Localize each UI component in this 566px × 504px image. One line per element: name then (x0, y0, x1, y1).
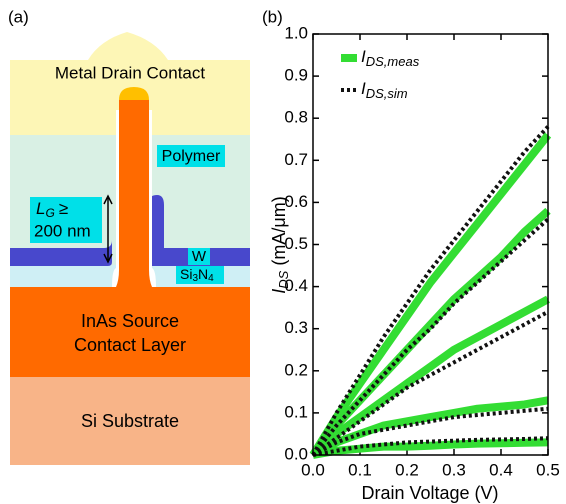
legend-subscript: DS,sim (366, 86, 408, 101)
gl-sub: G (45, 206, 54, 220)
source-label: InAs Source (81, 311, 179, 331)
spacer-part: 4 (208, 273, 214, 284)
y-tick-label: 0.4 (284, 276, 308, 295)
y-tick-label: 0.8 (284, 108, 308, 127)
chart: (b) Drain Voltage (V) IDS(mA/μm) 0.00.10… (262, 7, 560, 502)
y-tick-label: 0.3 (284, 318, 308, 337)
data-line (313, 312, 548, 455)
nanowire (116, 100, 152, 287)
panel-label: (a) (8, 7, 29, 26)
x-tick-label: 0.5 (536, 460, 560, 479)
spacer-part: N (198, 266, 208, 282)
y-tick-label: 0.6 (284, 192, 308, 211)
source-layer (10, 287, 250, 377)
polymer-label: Polymer (162, 148, 221, 165)
x-tick-label: 0.3 (442, 460, 466, 479)
y-tick-label: 0.5 (284, 234, 308, 253)
figure: (a) Metal Drain Contact Polymer LG ≥ 200 … (0, 0, 566, 504)
device-diagram: (a) Metal Drain Contact Polymer LG ≥ 200 … (8, 7, 250, 465)
y-tick-label: 1.0 (284, 23, 308, 42)
panel-label: (b) (262, 7, 283, 26)
x-tick-label: 0.1 (348, 460, 372, 479)
x-tick-label: 0.2 (395, 460, 419, 479)
x-tick-label: 0.4 (489, 460, 513, 479)
gate-length-value: 200 nm (34, 221, 91, 240)
data-line (313, 442, 548, 455)
y-tick-label: 0.1 (284, 402, 308, 421)
y-tick-label: 0.2 (284, 360, 308, 379)
y-tick-label: 0.9 (284, 66, 308, 85)
drain-label: Metal Drain Contact (55, 63, 206, 82)
substrate-label: Si Substrate (81, 411, 179, 431)
source-label: Contact Layer (74, 335, 186, 355)
gl-relation: ≥ (59, 199, 68, 218)
x-axis-label: Drain Voltage (V) (361, 483, 498, 503)
gl-symbol: L (36, 199, 45, 218)
gate-label: W (192, 248, 207, 265)
legend-subscript: DS,meas (366, 54, 420, 69)
spacer-part: Si (180, 266, 192, 282)
y-tick-label: 0.7 (284, 150, 308, 169)
x-tick-label: 0.0 (301, 460, 325, 479)
